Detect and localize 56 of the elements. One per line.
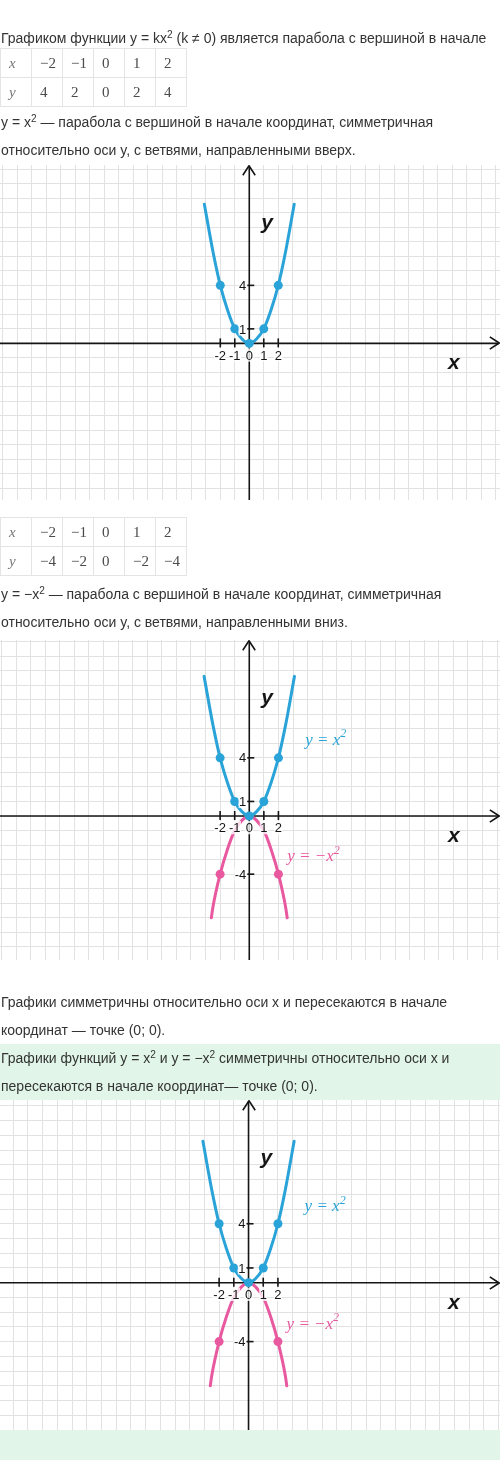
data-label: 2: [124, 77, 156, 107]
y-tick-label: 4: [239, 278, 247, 294]
y-tick-label: -4: [234, 866, 247, 882]
chart-title: y = x$^{2}$ — парабола с вершиной в начале координат, симметричная относительно оси y, с ветвями, направленными вверх.: [0, 111, 435, 160]
x-axis-title: x: [0, 48, 32, 78]
data-label: −4: [155, 546, 187, 576]
data-label: −4: [31, 546, 63, 576]
y-axis-title: y: [260, 685, 275, 708]
x-tick-label: 1: [259, 1286, 267, 1302]
x-tick-label: -2: [214, 820, 226, 836]
text: Графики симметричны относительно оси x и пересекаются в начале координат — точке (0; 0).: [0, 993, 449, 1040]
data-label: −2: [62, 546, 94, 576]
x-tick-label: 2: [155, 517, 187, 547]
y-tick-label: 1: [239, 321, 247, 337]
data-label: −2: [124, 546, 156, 576]
chart-title: Графики функций y = x$^{2}$ и y = −x$^{2}$ симметричны относительно оси x и пересекаются в начале координат— точке (0; 0).: [0, 1047, 451, 1096]
x-tick-label: −1: [62, 517, 94, 547]
x-tick-label: −2: [31, 48, 63, 78]
x-tick-label: -1: [228, 1286, 240, 1302]
x-tick-label: 1: [260, 347, 268, 363]
y-axis-title: y: [259, 1145, 274, 1168]
x-axis-title: x: [447, 350, 461, 374]
x-tick-label: 2: [274, 347, 282, 363]
x-tick-label: -2: [214, 347, 227, 363]
data-label: 0: [93, 77, 125, 107]
x-tick-label: -1: [228, 820, 241, 836]
chart-title: y = −x$^{2}$ — парабола с вершиной в начале координат, симметричная относительно оси y, с ветвями, направленными вниз.: [0, 583, 443, 632]
x-tick-label: 1: [124, 517, 156, 547]
x-tick-label: 0: [244, 1286, 253, 1302]
data-label: 4: [155, 77, 187, 107]
x-tick-label: 1: [260, 820, 268, 836]
y-tick-label: 4: [238, 1216, 246, 1232]
y-tick-label: 4: [239, 750, 247, 766]
x-tick-label: 2: [274, 1286, 282, 1302]
text: Графиком функции y = kx$^{2}$ (k ≠ 0) является парабола с вершиной в начале: [0, 28, 488, 48]
x-tick-label: 2: [274, 820, 283, 836]
x-axis-title: x: [0, 517, 32, 547]
y-tick-label: 1: [238, 1260, 246, 1276]
x-tick-label: 0: [93, 517, 125, 547]
x-tick-label: −1: [62, 48, 94, 78]
x-tick-label: -1: [229, 347, 241, 363]
x-axis-title: x: [447, 1289, 461, 1313]
data-label: 4: [31, 77, 63, 107]
data-label: 2: [62, 77, 94, 107]
x-tick-label: 0: [245, 820, 253, 836]
x-tick-label: 0: [93, 48, 125, 78]
x-tick-label: 2: [155, 48, 187, 78]
x-tick-label: −2: [31, 517, 63, 547]
y-axis-title: y: [260, 210, 275, 233]
x-tick-label: 1: [124, 48, 156, 78]
y-tick-label: 1: [239, 794, 247, 810]
data-label: 0: [93, 546, 125, 576]
y-tick-label: -4: [233, 1334, 246, 1350]
x-axis-title: x: [447, 823, 461, 846]
x-tick-label: 0: [245, 347, 253, 363]
x-tick-label: -2: [213, 1286, 225, 1302]
